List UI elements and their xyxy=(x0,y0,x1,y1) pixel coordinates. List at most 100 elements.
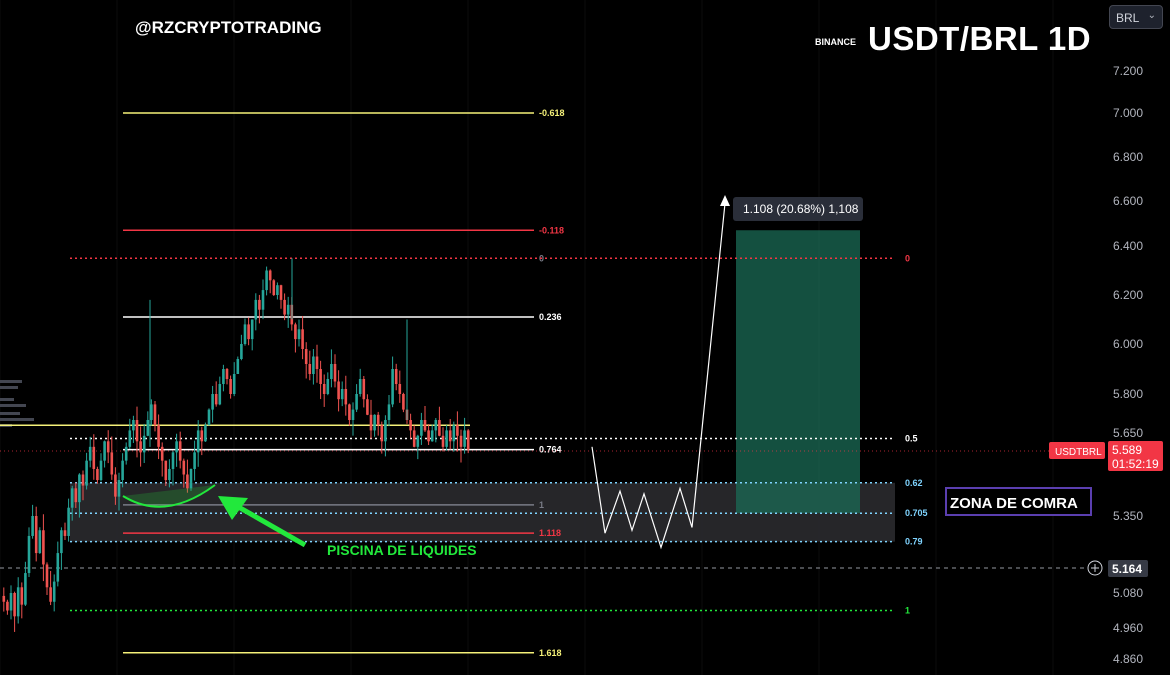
candle-body xyxy=(452,425,456,442)
y-axis-tick-label: 6.600 xyxy=(1113,194,1143,208)
candle-body xyxy=(261,290,265,310)
projection-label-box xyxy=(733,197,863,221)
candle-body xyxy=(175,441,178,453)
symbol-tag-label: USDTBRL xyxy=(1055,447,1102,458)
candle-body xyxy=(232,374,236,394)
fib-right-label: 0 xyxy=(905,253,910,263)
candle-body xyxy=(49,587,52,602)
candle-body xyxy=(24,573,27,605)
buy-zone-label-box xyxy=(945,487,1092,516)
candle-body xyxy=(135,420,139,442)
candle-body xyxy=(13,593,16,617)
candle-body xyxy=(398,384,402,394)
candle-body xyxy=(110,452,114,475)
candle-body xyxy=(333,364,337,382)
candle-body xyxy=(380,425,384,442)
candle-body xyxy=(146,420,150,436)
crosshair-price-value: 5.164 xyxy=(1112,562,1142,576)
candle-body xyxy=(236,359,240,374)
fib-right-label: 1 xyxy=(905,606,910,616)
candle-body xyxy=(247,324,250,340)
candle-body xyxy=(427,430,430,442)
candle-body xyxy=(67,507,70,536)
currency-select[interactable]: BRL ⌄ xyxy=(1109,5,1163,29)
candle-body xyxy=(322,384,326,394)
liquidity-arrowhead xyxy=(218,496,248,520)
y-axis-tick-label: 5.800 xyxy=(1113,387,1143,401)
candle-body xyxy=(409,420,412,431)
candle-body xyxy=(423,420,427,431)
fib-right-label: 0.79 xyxy=(905,537,923,547)
candle-body xyxy=(387,404,391,420)
fib-level-label: -0.618 xyxy=(539,108,565,118)
candle-body xyxy=(348,404,351,420)
candle-body xyxy=(394,369,398,384)
volume-profile-bar xyxy=(0,380,22,383)
candle-body xyxy=(268,270,272,281)
candle-body xyxy=(52,581,56,602)
candle-body xyxy=(78,474,81,503)
candle-body xyxy=(319,369,322,384)
y-axis-tick-label: 6.400 xyxy=(1113,239,1143,253)
candle-body xyxy=(34,516,38,554)
projection-arrowhead xyxy=(720,195,730,206)
liquidity-curve xyxy=(122,484,216,508)
candle-body xyxy=(279,285,283,300)
candle-body xyxy=(330,364,333,379)
chart-title: USDT/BRL 1D xyxy=(868,20,1092,57)
fib-level-label: 0.764 xyxy=(539,445,562,455)
symbol-tag xyxy=(1049,442,1105,459)
last-price-countdown: 01:52:19 xyxy=(1112,457,1159,471)
target-zone-box xyxy=(736,230,860,514)
candle-body xyxy=(85,460,88,486)
chevron-down-icon: ⌄ xyxy=(1147,10,1156,21)
candle-body xyxy=(358,379,362,394)
buy-zone-label: ZONA DE COMRA xyxy=(950,495,1078,512)
candle-body xyxy=(225,369,229,379)
candle-body xyxy=(438,420,441,436)
candle-body xyxy=(96,468,99,481)
candle-body xyxy=(211,394,214,410)
candle-body xyxy=(178,441,182,461)
fib-level-label: -0.118 xyxy=(539,225,564,235)
candle-body xyxy=(466,430,470,450)
candle-body xyxy=(103,441,106,461)
candle-body xyxy=(171,452,175,469)
crosshair-price-tag xyxy=(1108,560,1148,577)
candle-body xyxy=(459,435,463,447)
candle-body xyxy=(308,364,312,374)
candle-body xyxy=(114,474,117,497)
candle-body xyxy=(189,468,193,489)
author-handle: @RZCRYPTOTRADING xyxy=(135,18,322,37)
last-price-tag xyxy=(1108,441,1163,471)
candle-body xyxy=(204,425,207,442)
candle-body xyxy=(276,285,279,295)
candle-body xyxy=(20,587,24,605)
candle-body xyxy=(117,480,121,497)
candle-body xyxy=(92,446,96,469)
candle-body xyxy=(2,595,6,602)
fib-right-label: 0.705 xyxy=(905,508,928,518)
candle-body xyxy=(42,530,45,565)
y-axis-tick-label: 4.960 xyxy=(1113,621,1143,635)
candle-body xyxy=(142,435,146,453)
candle-body xyxy=(27,535,31,574)
y-axis-tick-label: 7.000 xyxy=(1113,106,1143,120)
candle-body xyxy=(63,530,67,536)
candle-body xyxy=(272,280,276,295)
candle-body xyxy=(164,460,168,481)
candle-body xyxy=(153,404,157,426)
candle-body xyxy=(420,420,423,436)
candle-body xyxy=(376,414,380,426)
candle-body xyxy=(369,414,373,431)
candle-body xyxy=(366,399,369,415)
projection-path xyxy=(591,203,726,550)
candle-body xyxy=(412,430,416,447)
candle-body xyxy=(243,324,247,344)
candle-body xyxy=(182,460,186,475)
volume-profile-bar xyxy=(0,418,34,421)
candle-body xyxy=(186,474,189,489)
candle-body xyxy=(456,425,459,436)
candle-body xyxy=(132,420,135,431)
